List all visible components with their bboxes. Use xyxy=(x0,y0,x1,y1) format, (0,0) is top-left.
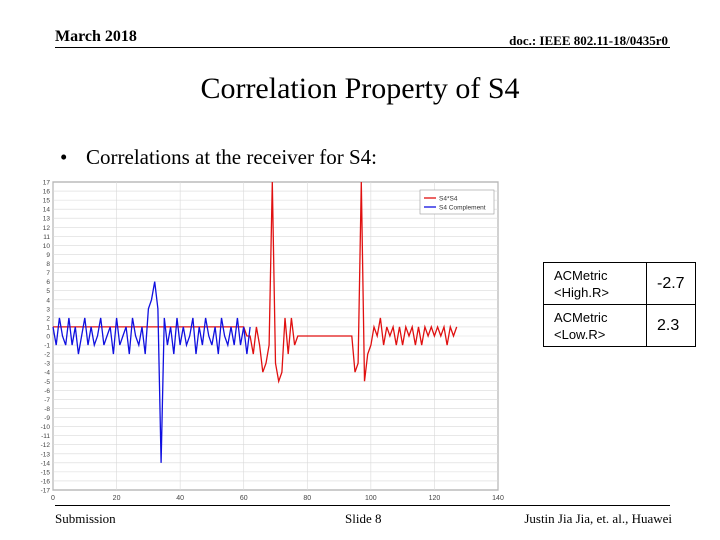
y-tick-label: -16 xyxy=(41,478,51,485)
metric-label: ACMetric <High.R> xyxy=(543,262,647,305)
correlation-chart: 17161514131211109876543210-1-2-3-4-5-6-7… xyxy=(41,180,504,501)
series-line-1 xyxy=(53,181,458,384)
y-tick-label: -10 xyxy=(41,424,51,431)
y-tick-label: -9 xyxy=(44,415,50,422)
y-tick-label: 10 xyxy=(43,243,51,250)
metric-label-line2: <High.R> xyxy=(554,284,609,300)
y-tick-label: -14 xyxy=(41,460,51,467)
y-tick-label: 3 xyxy=(46,306,50,313)
x-tick-label: 120 xyxy=(429,495,441,500)
y-tick-label: 16 xyxy=(43,189,51,196)
y-tick-label: -2 xyxy=(44,352,50,359)
header-doc-id: doc.: IEEE 802.11-18/0435r0 xyxy=(509,33,668,48)
y-tick-label: 9 xyxy=(46,252,50,259)
y-tick-label: 5 xyxy=(46,288,50,295)
y-tick-label: 2 xyxy=(46,315,50,322)
bullet-marker: • xyxy=(60,145,68,169)
bullet-item: • Correlations at the receiver for S4: xyxy=(60,145,377,170)
series-line-2 xyxy=(52,281,251,463)
metric-value: 2.3 xyxy=(646,304,696,347)
x-tick-label: 60 xyxy=(240,495,248,500)
y-tick-label: 1 xyxy=(46,324,50,331)
y-tick-label: 4 xyxy=(46,297,50,304)
y-tick-label: -12 xyxy=(41,442,51,449)
y-tick-label: -3 xyxy=(44,361,50,368)
y-tick-label: -11 xyxy=(41,433,50,440)
y-tick-label: -5 xyxy=(44,379,50,386)
x-tick-label: 40 xyxy=(176,495,184,500)
footer-rule xyxy=(55,505,670,506)
x-tick-label: 0 xyxy=(51,495,55,500)
x-tick-label: 140 xyxy=(492,495,504,500)
legend-label: S4*S4 xyxy=(439,196,458,203)
y-tick-label: -7 xyxy=(44,397,50,404)
metric-label-line1: ACMetric xyxy=(554,267,608,283)
bullet-text: Correlations at the receiver for S4: xyxy=(86,145,377,169)
y-tick-label: 11 xyxy=(43,234,50,241)
legend-box xyxy=(419,189,495,215)
footer-authors: Justin Jia Jia, et. al., Huawei xyxy=(524,511,672,526)
metric-value: -2.7 xyxy=(646,262,696,305)
x-tick-label: 100 xyxy=(365,495,377,500)
x-tick-label: 20 xyxy=(113,495,121,500)
y-tick-label: -8 xyxy=(44,406,50,413)
y-tick-label: 13 xyxy=(43,216,51,223)
metrics-row-low: ACMetric <Low.R> 2.3 xyxy=(543,304,696,347)
y-tick-label: 0 xyxy=(46,334,50,341)
x-tick-label: 80 xyxy=(303,495,311,500)
slide-title: Correlation Property of S4 xyxy=(200,72,520,105)
footer-slide-number: Slide 8 xyxy=(345,511,382,526)
y-tick-label: -1 xyxy=(44,343,50,350)
y-tick-label: 7 xyxy=(46,270,50,277)
y-tick-label: -17 xyxy=(41,488,51,495)
header-rule xyxy=(55,47,670,48)
y-tick-label: 15 xyxy=(43,198,51,205)
header-date: March 2018 xyxy=(55,28,137,45)
metrics-row-high: ACMetric <High.R> -2.7 xyxy=(543,262,696,305)
y-tick-label: -6 xyxy=(44,388,50,395)
y-tick-label: -13 xyxy=(41,451,51,458)
y-tick-label: 14 xyxy=(43,207,51,214)
y-tick-label: -15 xyxy=(41,469,51,476)
metrics-table: ACMetric <High.R> -2.7 ACMetric <Low.R> 2.… xyxy=(543,262,696,347)
metric-label: ACMetric <Low.R> xyxy=(543,304,647,347)
y-tick-label: 8 xyxy=(46,261,50,268)
metric-label-line2: <Low.R> xyxy=(554,326,606,342)
footer-submission: Submission xyxy=(55,511,116,526)
y-tick-label: 6 xyxy=(46,279,50,286)
y-tick-label: 17 xyxy=(43,180,51,187)
y-tick-label: 12 xyxy=(43,225,51,232)
y-tick-label: -4 xyxy=(44,370,50,377)
legend-label: S4 Complement xyxy=(439,205,486,212)
metric-label-line1: ACMetric xyxy=(554,309,608,325)
